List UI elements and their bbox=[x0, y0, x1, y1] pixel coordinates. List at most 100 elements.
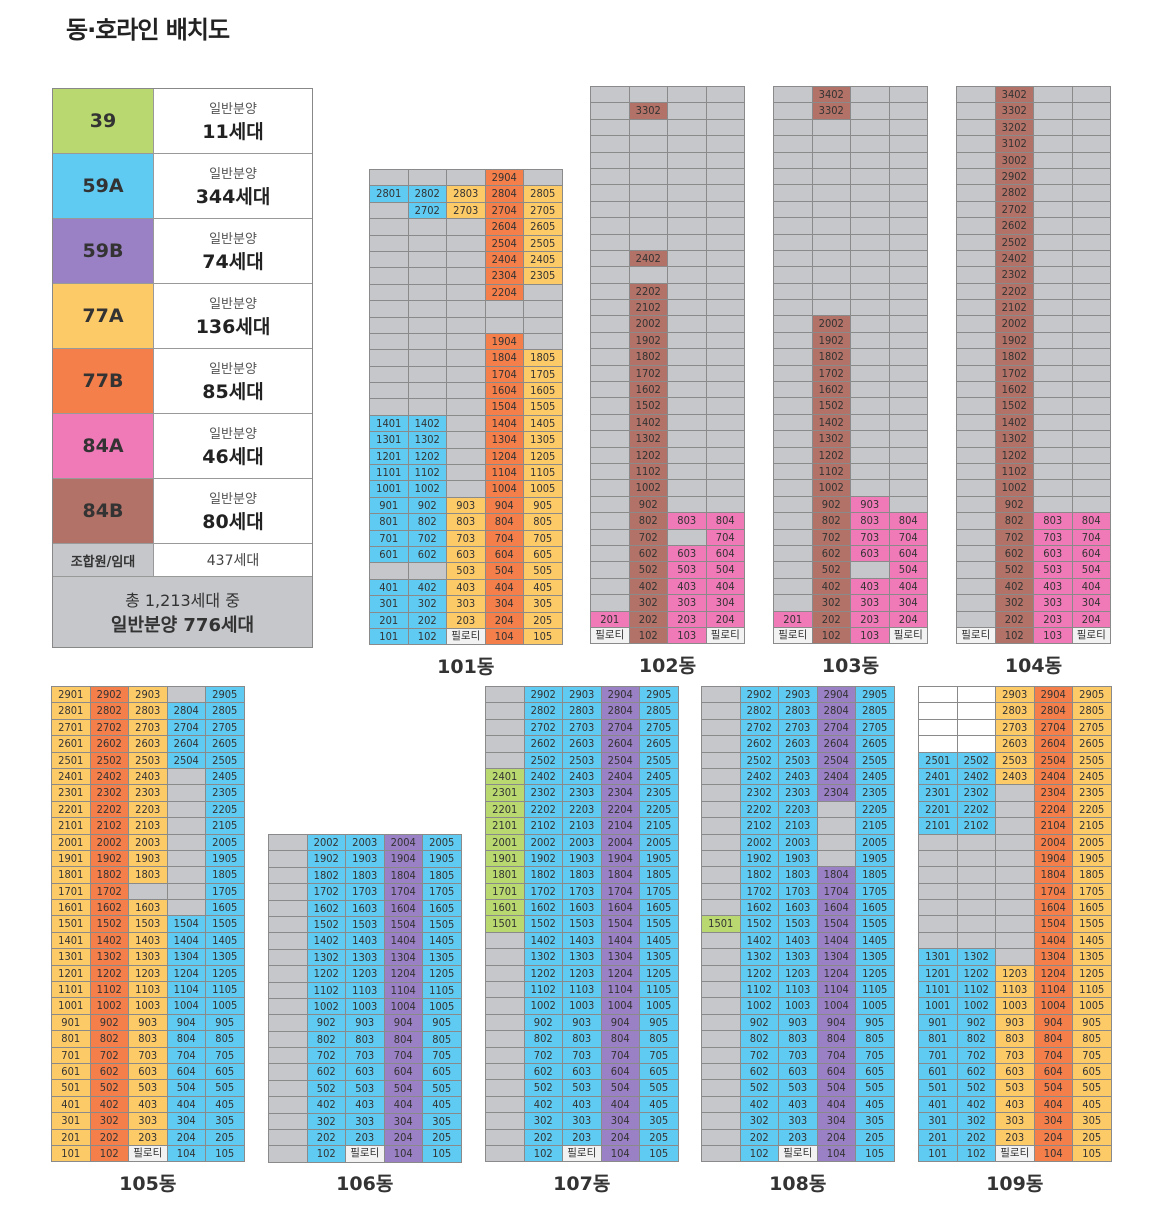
unit-cell: 1002 bbox=[995, 480, 1033, 496]
unit-cell-member bbox=[774, 349, 812, 365]
unit-cell-member bbox=[1034, 185, 1072, 201]
unit-cell: 2104 bbox=[1034, 818, 1072, 834]
unit-cell: 1705 bbox=[856, 883, 894, 900]
unit-cell: 102 bbox=[812, 627, 850, 644]
unit-cell-member bbox=[706, 463, 744, 480]
unit-cell-member bbox=[447, 284, 485, 301]
unit-cell: 1304 bbox=[167, 949, 205, 965]
unit-cell: 2404 bbox=[601, 768, 639, 785]
unit-cell: 902 bbox=[957, 1014, 995, 1031]
unit-cell-member bbox=[1072, 168, 1110, 185]
unit-cell-member bbox=[957, 119, 995, 136]
unit-cell: 2804 bbox=[817, 703, 855, 719]
unit-cell: 1802 bbox=[307, 867, 345, 884]
unit-cell: 1702 bbox=[812, 365, 850, 382]
unit-cell-member bbox=[1034, 87, 1072, 103]
unit-cell-member bbox=[668, 300, 706, 316]
unit-cell-member bbox=[629, 185, 667, 201]
unit-cell-member bbox=[269, 1031, 307, 1048]
unit-cell: 602 bbox=[995, 545, 1033, 562]
unit-cell: 1305 bbox=[856, 949, 894, 965]
unit-cell: 2805 bbox=[856, 703, 894, 719]
unit-cell: 1702 bbox=[629, 365, 667, 382]
unit-cell: 404 bbox=[485, 579, 523, 596]
unit-cell-member bbox=[167, 687, 205, 703]
unit-cell: 403 bbox=[447, 579, 485, 596]
unit-cell-member bbox=[485, 301, 523, 317]
unit-cell: 2001 bbox=[52, 834, 90, 850]
unit-cell-member bbox=[702, 1063, 740, 1080]
unit-cell: 1505 bbox=[206, 916, 244, 932]
unit-cell: 105 bbox=[640, 1145, 678, 1162]
unit-cell-member bbox=[1072, 218, 1110, 234]
unit-cell-member bbox=[269, 916, 307, 933]
unit-cell: 405 bbox=[524, 579, 562, 596]
unit-cell: 504 bbox=[167, 1080, 205, 1096]
unit-cell: 404 bbox=[601, 1096, 639, 1113]
unit-cell: 1902 bbox=[524, 850, 562, 867]
unit-cell: 1204 bbox=[485, 448, 523, 465]
unit-cell: 1805 bbox=[524, 350, 562, 366]
unit-cell: 404 bbox=[1034, 1096, 1072, 1113]
unit-cell-member bbox=[812, 218, 850, 234]
unit-cell: 1002 bbox=[524, 998, 562, 1014]
unit-cell: 2402 bbox=[957, 768, 995, 785]
unit-cell: 1102 bbox=[408, 465, 446, 481]
unit-cell: 1101 bbox=[52, 982, 90, 998]
unit-cell: 805 bbox=[1073, 1031, 1111, 1047]
unit-cell-member bbox=[629, 152, 667, 168]
unit-cell-member bbox=[1072, 283, 1110, 300]
pilotis-cell: 필로티 bbox=[774, 627, 812, 644]
unit-cell-member bbox=[702, 867, 740, 883]
unit-cell: 2503 bbox=[779, 752, 817, 768]
unit-cell-member bbox=[370, 202, 408, 219]
unit-cell-member bbox=[370, 235, 408, 251]
unit-cell: 1504 bbox=[384, 916, 422, 933]
unit-cell: 803 bbox=[346, 1031, 384, 1048]
unit-cell: 1305 bbox=[524, 432, 562, 448]
unit-cell: 2802 bbox=[90, 703, 128, 719]
unit-cell-member bbox=[1034, 103, 1072, 119]
unit-cell-member bbox=[996, 949, 1034, 965]
unit-cell: 2803 bbox=[563, 703, 601, 719]
unit-cell-member bbox=[957, 883, 995, 900]
unit-cell: 202 bbox=[90, 1129, 128, 1145]
unit-cell-member bbox=[702, 1047, 740, 1063]
unit-cell-member bbox=[1034, 382, 1072, 398]
unit-cell: 1205 bbox=[423, 966, 461, 982]
unit-cell: 1404 bbox=[817, 932, 855, 949]
unit-cell-member bbox=[996, 818, 1034, 834]
unit-cell: 2405 bbox=[1073, 768, 1111, 785]
unit-cell-member bbox=[408, 268, 446, 284]
legend-row-59b: 59B 일반분양 74세대 bbox=[53, 219, 312, 284]
unit-cell: 2501 bbox=[919, 752, 957, 768]
unit-cell: 2703 bbox=[447, 202, 485, 219]
unit-cell-member bbox=[486, 687, 524, 703]
unit-cell: 102 bbox=[524, 1145, 562, 1162]
legend-info: 일반분양 85세대 bbox=[154, 349, 312, 413]
unit-cell: 1702 bbox=[90, 883, 128, 900]
unit-cell: 505 bbox=[1073, 1080, 1111, 1096]
unit-cell-member bbox=[269, 998, 307, 1015]
unit-cell: 1402 bbox=[90, 932, 128, 949]
unit-cell: 1803 bbox=[129, 867, 167, 883]
unit-cell-member bbox=[851, 201, 889, 218]
unit-cell: 1702 bbox=[307, 884, 345, 900]
unit-cell: 3402 bbox=[812, 87, 850, 103]
unit-cell: 504 bbox=[1034, 1080, 1072, 1096]
unit-cell-member bbox=[591, 529, 629, 545]
unit-cell: 2305 bbox=[206, 785, 244, 801]
unit-cell: 1804 bbox=[817, 867, 855, 883]
unit-cell-member bbox=[524, 317, 562, 333]
unit-cell: 303 bbox=[563, 1113, 601, 1129]
unit-cell: 1403 bbox=[346, 933, 384, 949]
unit-cell: 302 bbox=[307, 1113, 345, 1130]
unit-cell-member bbox=[447, 235, 485, 251]
unit-cell: 1705 bbox=[423, 884, 461, 900]
unit-cell: 602 bbox=[524, 1063, 562, 1080]
unit-cell-member bbox=[851, 119, 889, 136]
unit-cell: 402 bbox=[307, 1097, 345, 1113]
unit-cell: 303 bbox=[346, 1113, 384, 1130]
unit-cell-member bbox=[629, 119, 667, 136]
unit-cell: 1202 bbox=[307, 966, 345, 982]
